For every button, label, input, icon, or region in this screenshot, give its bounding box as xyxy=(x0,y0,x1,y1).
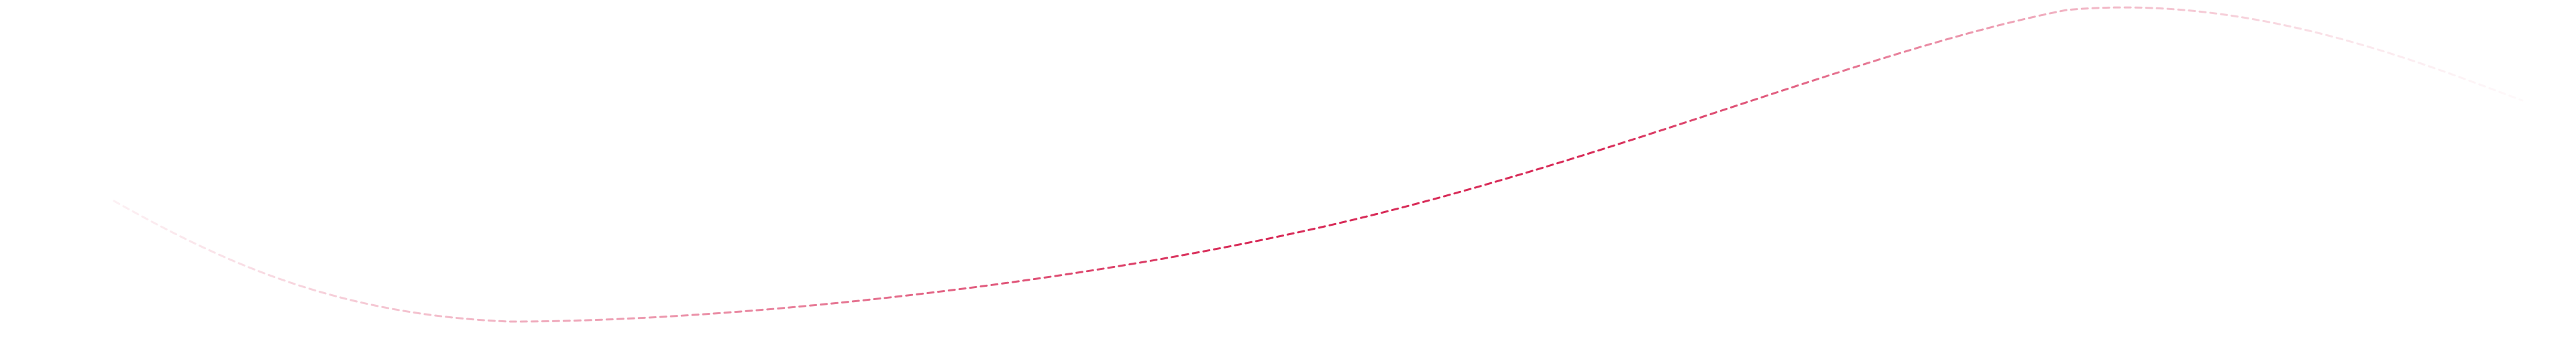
dashed-wave-path xyxy=(113,6,2524,323)
